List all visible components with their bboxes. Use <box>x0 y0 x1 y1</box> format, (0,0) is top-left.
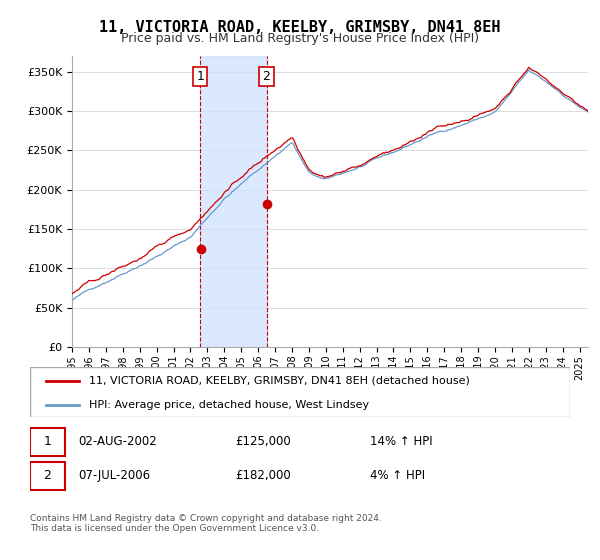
Text: 4% ↑ HPI: 4% ↑ HPI <box>370 469 425 483</box>
Text: £182,000: £182,000 <box>235 469 291 483</box>
Text: 11, VICTORIA ROAD, KEELBY, GRIMSBY, DN41 8EH: 11, VICTORIA ROAD, KEELBY, GRIMSBY, DN41… <box>99 20 501 35</box>
Text: 02-AUG-2002: 02-AUG-2002 <box>79 435 157 448</box>
FancyBboxPatch shape <box>30 428 65 456</box>
FancyBboxPatch shape <box>30 367 570 417</box>
Text: 11, VICTORIA ROAD, KEELBY, GRIMSBY, DN41 8EH (detached house): 11, VICTORIA ROAD, KEELBY, GRIMSBY, DN41… <box>89 376 470 386</box>
Text: 2: 2 <box>263 70 271 83</box>
Text: 14% ↑ HPI: 14% ↑ HPI <box>370 435 433 448</box>
Text: Price paid vs. HM Land Registry's House Price Index (HPI): Price paid vs. HM Land Registry's House … <box>121 32 479 45</box>
FancyBboxPatch shape <box>30 462 65 490</box>
Text: 1: 1 <box>196 70 204 83</box>
Text: Contains HM Land Registry data © Crown copyright and database right 2024.
This d: Contains HM Land Registry data © Crown c… <box>30 514 382 534</box>
Text: 1: 1 <box>43 435 51 448</box>
Text: HPI: Average price, detached house, West Lindsey: HPI: Average price, detached house, West… <box>89 400 370 409</box>
Bar <box>200 56 266 347</box>
Text: £125,000: £125,000 <box>235 435 291 448</box>
Text: 07-JUL-2006: 07-JUL-2006 <box>79 469 151 483</box>
Text: 2: 2 <box>43 469 51 483</box>
